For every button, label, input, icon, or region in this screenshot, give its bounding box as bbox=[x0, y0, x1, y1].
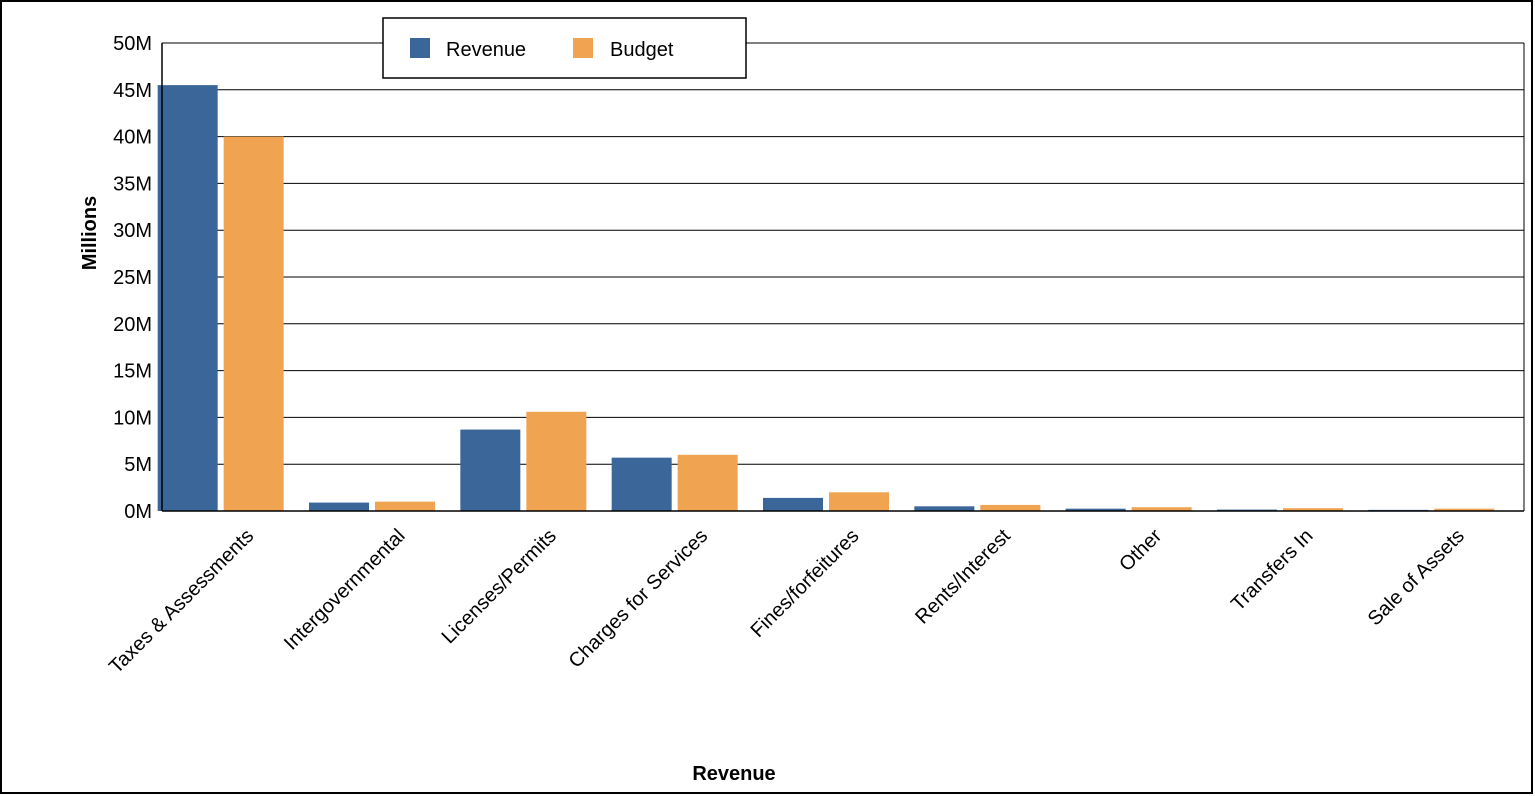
legend-box bbox=[382, 17, 747, 79]
legend-label-budget: Budget bbox=[610, 39, 674, 61]
y-tick-label: 30M bbox=[113, 220, 152, 242]
bar-budget-7 bbox=[1283, 508, 1343, 511]
bar-revenue-2 bbox=[460, 429, 521, 511]
y-tick-label: 10M bbox=[113, 407, 152, 429]
y-tick-label: 35M bbox=[113, 173, 152, 195]
bar-revenue-3 bbox=[611, 457, 672, 511]
y-tick-label: 20M bbox=[113, 314, 152, 336]
bar-budget-3 bbox=[677, 454, 738, 511]
x-tick-label: Other bbox=[1115, 525, 1166, 576]
axes bbox=[161, 43, 1525, 512]
grid-lines bbox=[162, 42, 1524, 465]
x-tick-label: Taxes & Assessments bbox=[105, 525, 258, 678]
x-tick-labels: Taxes & Assessments Intergovernmental Lice… bbox=[105, 525, 1469, 678]
legend-swatch-budget bbox=[573, 38, 593, 58]
y-tick-label: 25M bbox=[113, 267, 152, 289]
bar-revenue-4 bbox=[763, 497, 823, 511]
bar-revenue-1 bbox=[309, 502, 369, 511]
x-tick-label: Sale of Assets bbox=[1364, 525, 1469, 630]
y-tick-label: 5M bbox=[124, 454, 152, 476]
y-tick-label: 45M bbox=[113, 80, 152, 102]
legend-swatch-revenue bbox=[410, 38, 430, 58]
y-axis-title: Millions bbox=[79, 196, 101, 270]
bar-revenue-0 bbox=[157, 85, 218, 512]
bar-budget-5 bbox=[980, 504, 1041, 511]
legend: Revenue Budget bbox=[382, 17, 747, 79]
bar-budget-4 bbox=[829, 492, 889, 511]
x-tick-label: Fines/forfeitures bbox=[747, 525, 864, 642]
bars bbox=[157, 85, 1495, 512]
x-tick-label: Licenses/Permits bbox=[438, 525, 561, 648]
y-tick-label: 50M bbox=[113, 33, 152, 55]
bar-revenue-5 bbox=[914, 506, 975, 511]
y-tick-labels: 0M 5M 10M 15M 20M 25M 30M 35M 40M 45M 50M bbox=[113, 33, 152, 523]
x-tick-label: Rents/Interest bbox=[911, 525, 1015, 629]
bar-budget-8 bbox=[1434, 508, 1495, 511]
x-tick-label: Intergovernmental bbox=[280, 525, 410, 655]
bar-budget-1 bbox=[375, 501, 435, 511]
bar-revenue-6 bbox=[1065, 508, 1126, 511]
y-tick-label: 0M bbox=[124, 501, 152, 523]
bar-budget-2 bbox=[526, 411, 587, 511]
x-tick-label: Transfers In bbox=[1227, 525, 1317, 615]
x-axis-title: Revenue bbox=[692, 763, 775, 785]
legend-label-revenue: Revenue bbox=[446, 39, 526, 61]
x-tick-label: Charges for Services bbox=[565, 525, 713, 673]
y-tick-label: 15M bbox=[113, 361, 152, 383]
bar-budget-0 bbox=[223, 136, 284, 511]
y-tick-label: 40M bbox=[113, 127, 152, 149]
bar-budget-6 bbox=[1131, 507, 1192, 511]
